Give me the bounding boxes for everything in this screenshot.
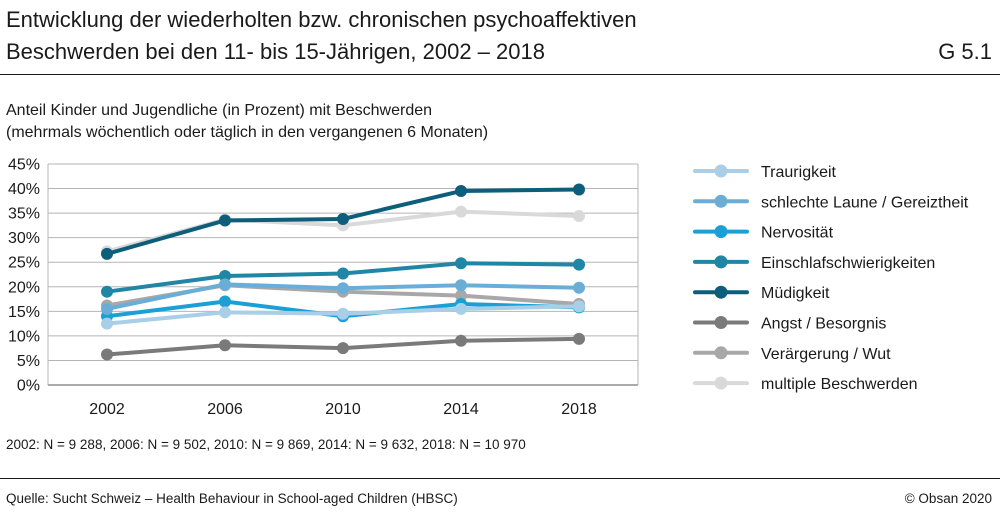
x-tick-label: 2018 [561,401,597,418]
series-point-5 [573,332,585,345]
chart-title: Entwicklung der wiederholten bzw. chroni… [6,4,886,68]
legend-swatch-marker [714,346,728,360]
title-line-1: Entwicklung der wiederholten bzw. chroni… [6,7,637,32]
legend-label: Angst / Besorgnis [761,316,886,333]
x-tick-label: 2010 [325,401,361,418]
legend-label: Einschlafschwierigkeiten [761,255,935,272]
series-point-3 [101,285,113,298]
series-point-0 [455,302,467,315]
figure-code: G 5.1 [938,39,992,64]
x-tick-label: 2006 [207,401,243,418]
sample-size-note: 2002: N = 9 288, 2006: N = 9 502, 2010: … [6,437,526,452]
series-point-3 [219,269,231,282]
series-point-3 [573,258,585,271]
legend-label: schlechte Laune / Gereiztheit [761,194,969,211]
series-point-1 [101,302,113,315]
footer-divider [0,478,1000,479]
series-point-4 [337,213,349,226]
legend-swatch-marker [714,285,728,299]
y-tick-label: 35% [8,206,40,223]
legend-swatch-marker [714,376,728,390]
series-point-1 [455,279,467,292]
x-tick-label: 2002 [89,401,125,418]
y-tick-label: 0% [17,378,40,395]
series-point-0 [101,317,113,330]
y-tick-label: 45% [8,157,40,174]
subtitle-line-2: (mehrmals wöchentlich oder täglich in de… [6,124,489,141]
series-point-4 [455,185,467,198]
title-line-2: Beschwerden bei den 11- bis 15-Jährigen,… [6,39,545,64]
y-tick-label: 30% [8,230,40,247]
legend-swatch-marker [714,164,728,178]
legend-label: multiple Beschwerden [761,376,918,393]
series-point-7 [573,210,585,223]
header-divider [0,74,1000,75]
series-point-4 [219,214,231,227]
series-point-5 [455,334,467,347]
series-point-6 [455,289,467,302]
series-point-5 [101,348,113,361]
y-tick-label: 10% [8,328,40,345]
y-tick-label: 40% [8,181,40,198]
legend-label: Traurigkeit [761,164,837,181]
legend-swatch-marker [714,225,728,239]
y-tick-label: 15% [8,304,40,321]
series-point-1 [573,281,585,294]
legend-label: Müdigkeit [761,285,830,302]
legend-label: Nervosität [761,225,834,242]
chart-subtitle: Anteil Kinder und Jugendliche (in Prozen… [6,100,488,144]
series-point-5 [219,339,231,352]
series-point-4 [573,183,585,196]
series-point-3 [455,257,467,270]
series-point-2 [219,295,231,308]
y-tick-label: 20% [8,279,40,296]
series-point-0 [337,307,349,320]
copyright: © Obsan 2020 [904,491,992,506]
series-point-4 [101,247,113,260]
series-point-7 [455,205,467,218]
series-point-0 [219,306,231,319]
series-point-0 [573,300,585,313]
legend-swatch-marker [714,316,728,329]
source-note: Quelle: Sucht Schweiz – Health Behaviour… [6,491,458,506]
legend-swatch-marker [714,255,728,269]
legend-swatch-marker [714,194,728,208]
y-tick-label: 25% [8,255,40,272]
legend-label: Verärgerung / Wut [761,346,891,363]
series-point-3 [337,267,349,280]
subtitle-line-1: Anteil Kinder und Jugendliche (in Prozen… [6,102,433,119]
series-point-5 [337,342,349,355]
y-tick-label: 5% [17,353,40,370]
series-point-1 [219,278,231,291]
series-point-1 [337,282,349,295]
x-tick-label: 2014 [443,401,479,418]
